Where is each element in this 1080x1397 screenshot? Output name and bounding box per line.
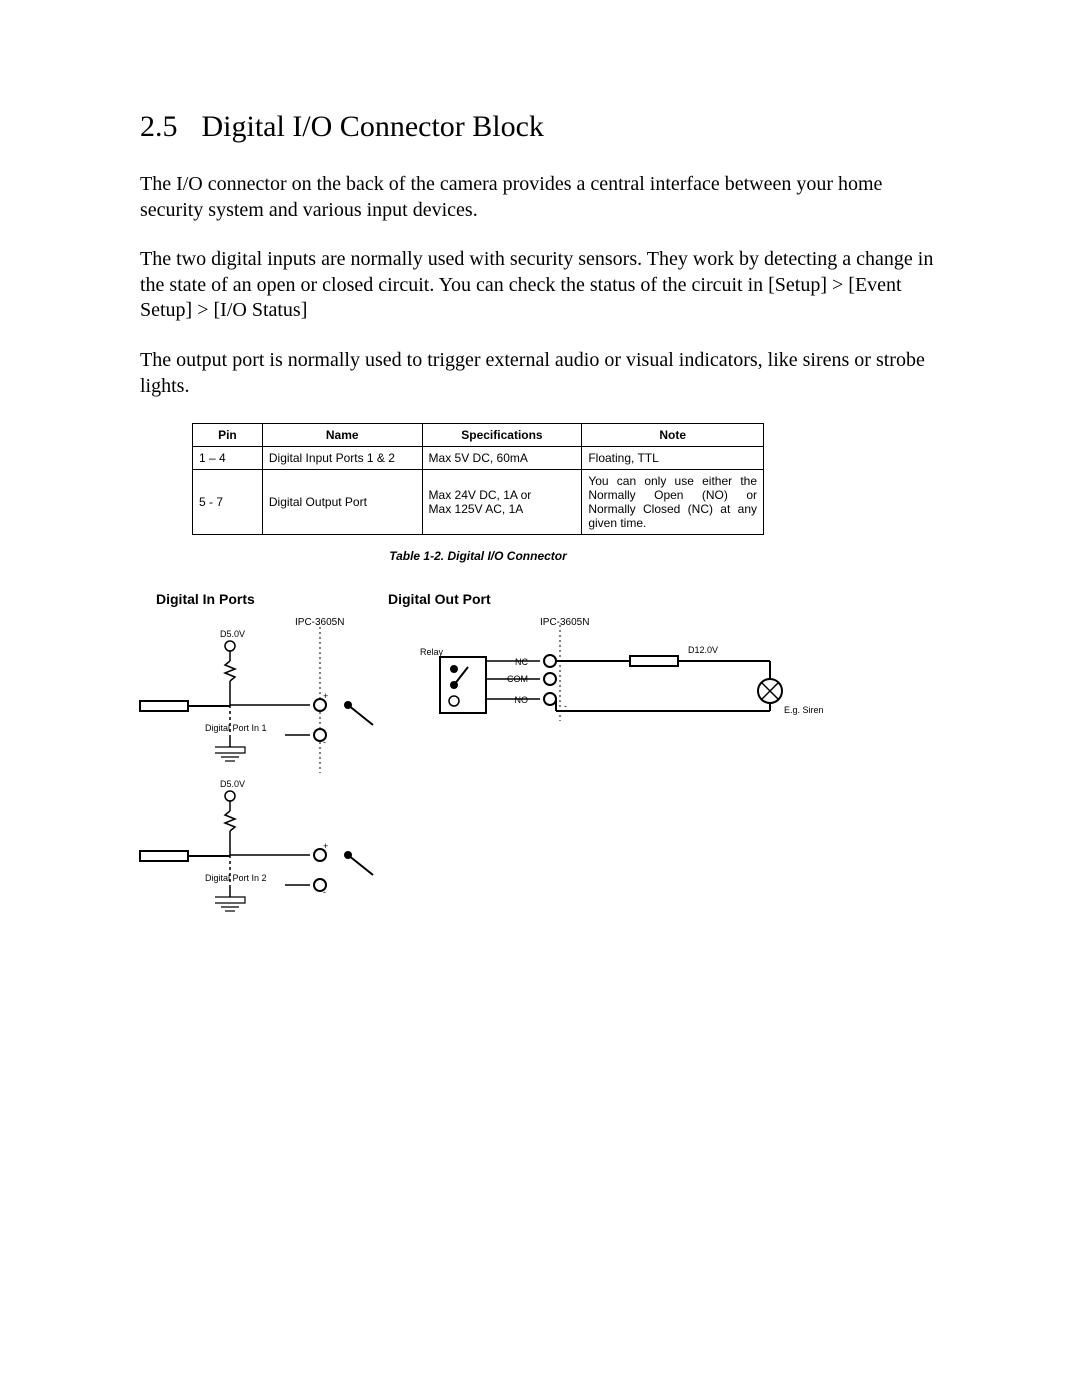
td-name: Digital Input Ports 1 & 2 [262,447,422,470]
td-spec: Max 5V DC, 60mA [422,447,582,470]
in-device-label: IPC-3605N [295,617,344,628]
th-pin: Pin [193,424,263,447]
th-name: Name [262,424,422,447]
th-spec: Specifications [422,424,582,447]
td-note: You can only use either the Normally Ope… [582,470,764,535]
digital-in-diagram: IPC-3605N D5.0V + [135,613,395,943]
section-heading: 2.5 Digital I/O Connector Block [140,110,940,144]
td-name: Digital Output Port [262,470,422,535]
paragraph-3: The output port is normally used to trig… [140,348,940,399]
in-port-2: D5.0V + Digital Port In 2 - [140,779,373,911]
out-device-label: IPC-3605N [540,617,589,628]
td-pin: 1 – 4 [193,447,263,470]
th-note: Note [582,424,764,447]
section-title: Digital I/O Connector Block [202,110,544,143]
paragraph-1: The I/O connector on the back of the cam… [140,172,940,223]
io-connector-table-wrap: Pin Name Specifications Note 1 – 4 Digit… [192,423,764,563]
digital-in-title: Digital In Ports [156,591,255,607]
in-port1-label: Digital Port In 1 [205,723,267,733]
in-volt-label-2: D5.0V [220,779,245,789]
page: 2.5 Digital I/O Connector Block The I/O c… [0,0,1080,1397]
table-row: 5 - 7 Digital Output Port Max 24V DC, 1A… [193,470,764,535]
nc-label: NC [515,657,528,667]
siren-label: E.g. Siren [784,705,824,715]
table-row: 1 – 4 Digital Input Ports 1 & 2 Max 5V D… [193,447,764,470]
paragraph-2: The two digital inputs are normally used… [140,247,940,324]
td-spec: Max 24V DC, 1A or Max 125V AC, 1A [422,470,582,535]
table-caption: Table 1-2. Digital I/O Connector [192,549,764,563]
diagrams-area: Digital In Ports Digital Out Port IPC-36… [140,591,940,951]
in-port-1: D5.0V + Digital Port In 1 [140,629,373,761]
table-header-row: Pin Name Specifications Note [193,424,764,447]
in-volt-label-1: D5.0V [220,629,245,639]
relay-label: Relay [420,647,444,657]
in-port2-label: Digital Port In 2 [205,873,267,883]
io-connector-table: Pin Name Specifications Note 1 – 4 Digit… [192,423,764,535]
section-number: 2.5 [140,110,178,144]
td-note: Floating, TTL [582,447,764,470]
digital-out-diagram: IPC-3605N Relay NC COM NO - D12.0 [410,613,830,753]
td-pin: 5 - 7 [193,470,263,535]
no-label: NO [515,695,529,705]
out-volt-label: D12.0V [688,645,718,655]
svg-text:-: - [564,701,567,711]
digital-out-title: Digital Out Port [388,591,491,607]
